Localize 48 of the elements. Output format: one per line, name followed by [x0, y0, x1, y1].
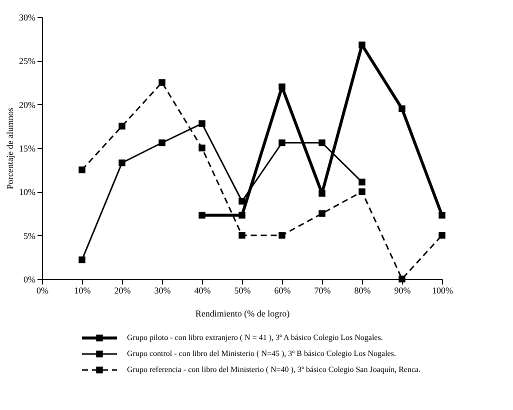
point [118, 159, 126, 166]
x-tick-label: 80% [354, 286, 372, 296]
point [158, 79, 166, 86]
point [238, 212, 246, 219]
y-tick-label: 5% [24, 230, 36, 241]
x-tick-label: 50% [234, 286, 252, 296]
point [278, 84, 286, 90]
point [198, 144, 206, 152]
point [318, 139, 326, 146]
x-tick-label: 100% [432, 286, 454, 296]
point [238, 232, 246, 239]
x-axis-title: Rendimiento (% de logro) [195, 308, 290, 318]
point [238, 198, 246, 205]
x-tick-label: 30% [154, 286, 172, 296]
y-tick-label: 10% [19, 187, 36, 198]
x-tick-label: 70% [314, 286, 332, 296]
x-tick-label: 10% [74, 286, 92, 296]
point [438, 232, 446, 239]
point [278, 139, 286, 146]
y-tick-label: 20% [19, 100, 36, 110]
point [358, 188, 366, 196]
x-tick-label: 90% [394, 286, 412, 296]
point [198, 212, 206, 219]
point [278, 232, 286, 239]
point [358, 178, 366, 186]
point [398, 105, 406, 112]
x-tick-label: 20% [114, 286, 132, 296]
y-tick-label: 30% [19, 12, 36, 22]
point [438, 212, 446, 219]
y-tick-label: 15% [19, 144, 36, 154]
legend-label: Grupo control - con libro del Ministerio ( N=45 ), 3º B básico Colegio Los Nogales. [127, 349, 396, 358]
point [318, 210, 326, 217]
point [78, 256, 86, 264]
point [118, 122, 126, 130]
point [158, 139, 166, 146]
legend-label: Grupo piloto - con libro extranjero ( N = 41 ), 3º A básico Colegio Los Nogales. [127, 333, 383, 342]
point [358, 42, 366, 48]
y-tick-label: 25% [19, 56, 36, 66]
legend-label: Grupo referencia - con libro del Ministerio ( N=40 ), 3º básico Colegio San Joaquín, Renca. [127, 365, 421, 374]
point [318, 190, 326, 197]
point [198, 120, 206, 127]
x-tick-label: 0% [36, 286, 49, 296]
y-tick-label: 0% [24, 274, 36, 284]
y-axis-title: Porcentaje de alumnos [5, 107, 16, 190]
point [78, 166, 86, 174]
x-tick-label: 40% [194, 286, 212, 296]
point [398, 276, 406, 282]
x-tick-label: 60% [274, 286, 292, 296]
